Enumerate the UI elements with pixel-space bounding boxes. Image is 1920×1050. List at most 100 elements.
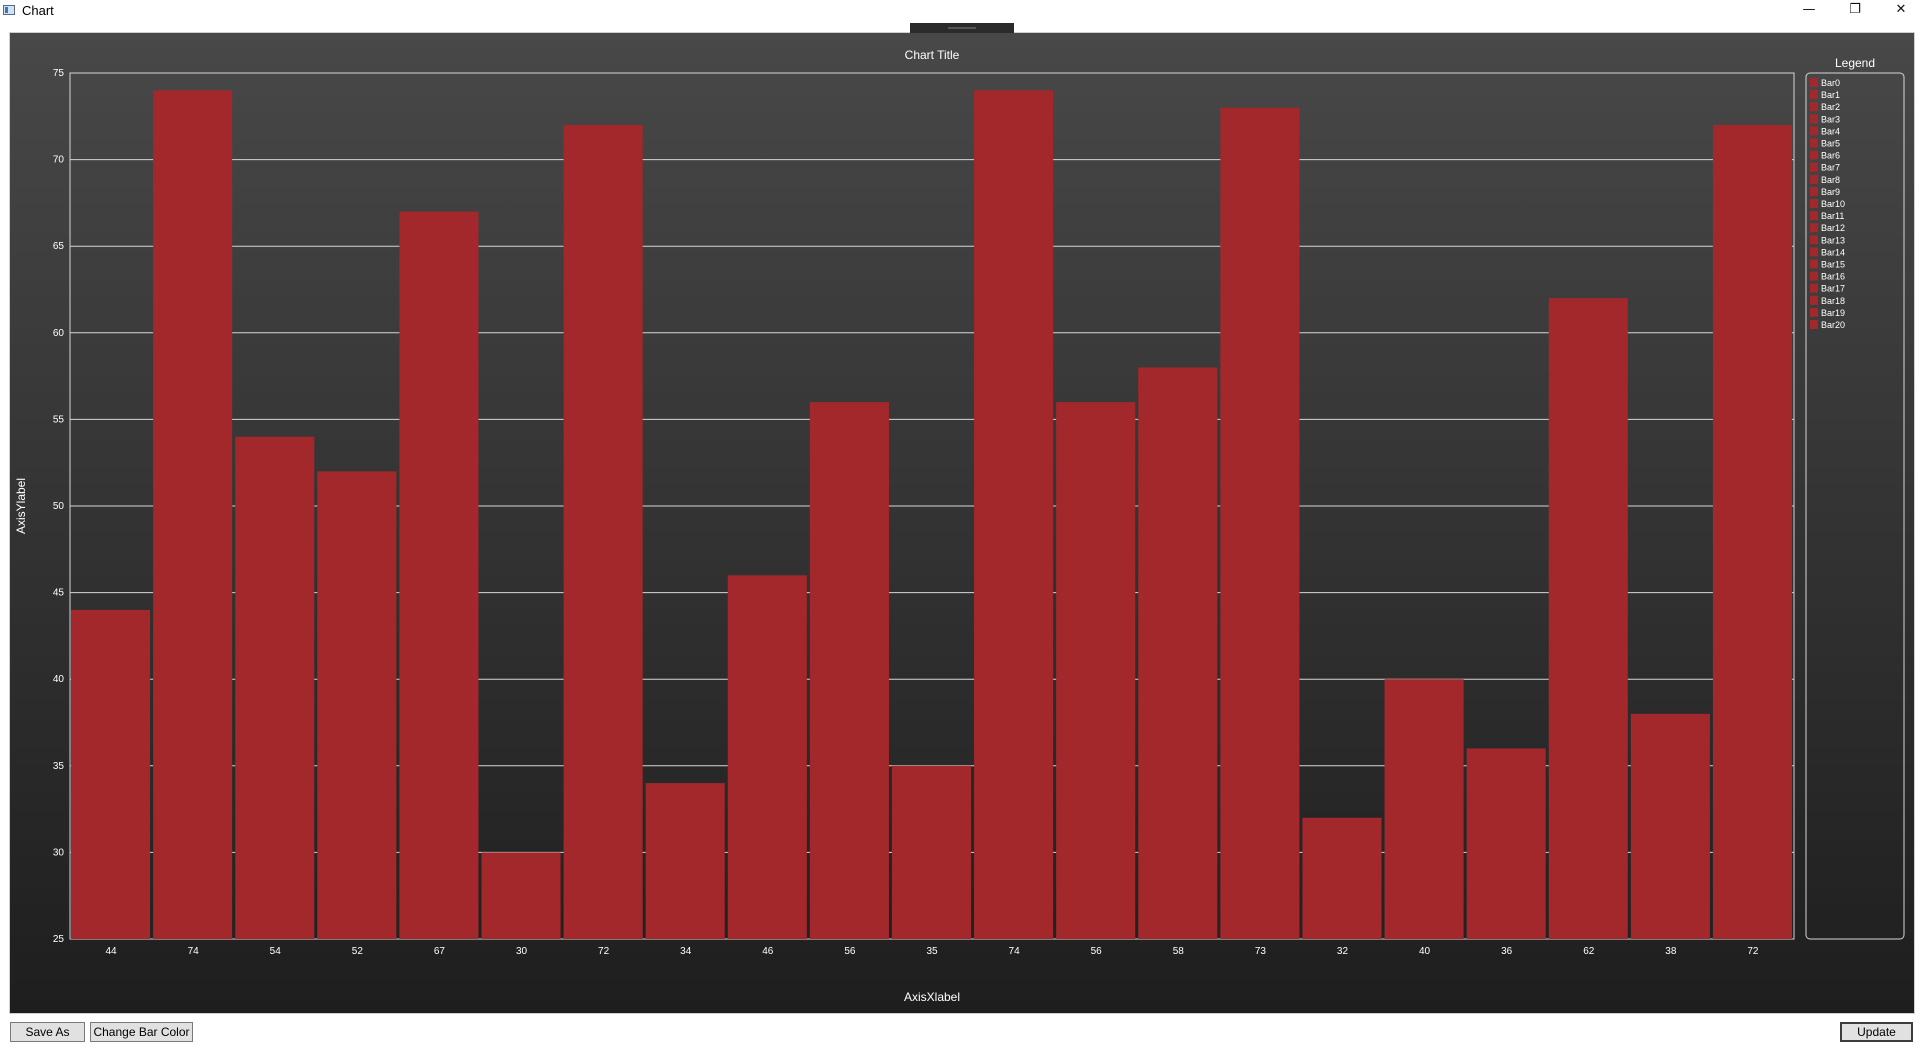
legend-entry: Bar12 xyxy=(1821,223,1845,233)
y-axis-label: AxisYlabel xyxy=(14,478,28,534)
legend-box xyxy=(1805,72,1905,940)
y-tick-label: 50 xyxy=(53,501,65,512)
legend-entry: Bar17 xyxy=(1821,284,1845,294)
legend-swatch xyxy=(1810,247,1818,257)
legend-entry: Bar14 xyxy=(1821,247,1845,257)
x-tick-label: 36 xyxy=(1501,946,1513,957)
legend-swatch xyxy=(1810,90,1818,100)
y-tick-label: 75 xyxy=(53,68,65,79)
legend-swatch xyxy=(1810,174,1818,184)
legend-title: Legend xyxy=(1835,56,1875,70)
bar xyxy=(727,575,807,939)
legend-swatch xyxy=(1810,211,1818,221)
legend-swatch xyxy=(1810,320,1818,329)
legend-swatch xyxy=(1810,199,1818,208)
legend-entry: Bar2 xyxy=(1821,102,1840,112)
y-tick-label: 30 xyxy=(53,847,65,858)
bar xyxy=(153,90,233,939)
legend-swatch xyxy=(1810,223,1818,233)
x-tick-label: 34 xyxy=(680,946,692,957)
bar xyxy=(1384,679,1464,939)
y-tick-label: 45 xyxy=(53,588,65,599)
close-button[interactable]: ✕ xyxy=(1895,2,1907,17)
x-tick-label: 74 xyxy=(1009,946,1021,957)
bar xyxy=(645,783,725,939)
bar xyxy=(1712,124,1792,939)
legend-swatch xyxy=(1810,307,1818,317)
y-tick-label: 65 xyxy=(53,241,65,252)
legend-entry: Bar3 xyxy=(1821,114,1840,124)
bar xyxy=(71,609,151,939)
bar xyxy=(1220,107,1300,939)
legend-swatch xyxy=(1810,186,1818,196)
bar-chart: Chart Title 25 30 35 40 45 50 55 60 65 70 75 44 74 54 5… xyxy=(14,48,1905,1004)
legend-swatch xyxy=(1810,271,1818,281)
legend-entry: Bar1 xyxy=(1821,90,1840,100)
bar xyxy=(1138,367,1218,939)
x-tick-label: 44 xyxy=(105,946,117,957)
legend-entry: Bar20 xyxy=(1821,320,1845,330)
x-tick-label: 38 xyxy=(1665,946,1677,957)
bar xyxy=(1056,402,1136,940)
x-tick-label: 56 xyxy=(844,946,856,957)
legend-swatch xyxy=(1810,150,1818,160)
change-bar-color-button[interactable]: Change Bar Color xyxy=(90,1022,193,1042)
x-tick-label: 32 xyxy=(1337,946,1349,957)
bar xyxy=(1302,817,1382,939)
x-axis-label: AxisXlabel xyxy=(904,990,960,1004)
legend-entry: Bar0 xyxy=(1821,78,1840,88)
legend-entry: Bar4 xyxy=(1821,126,1840,136)
chart-panel: Chart Title 25 30 35 40 45 50 55 60 65 70 75 44 74 54 5… xyxy=(10,33,1914,1013)
x-tick-label: 62 xyxy=(1583,946,1595,957)
y-tick-label: 40 xyxy=(53,674,65,685)
bar xyxy=(317,471,397,939)
legend-entry: Bar9 xyxy=(1821,187,1840,197)
legend-swatch xyxy=(1810,162,1818,172)
bar xyxy=(563,124,643,939)
legend-entry: Bar13 xyxy=(1821,235,1845,245)
legend-swatch xyxy=(1810,259,1818,269)
chart-title: Chart Title xyxy=(905,48,960,62)
legend-swatch xyxy=(1810,102,1818,112)
legend-swatch xyxy=(1810,114,1818,124)
x-tick-label: 30 xyxy=(516,946,528,957)
legend-swatch xyxy=(1810,295,1818,305)
x-tick-label: 73 xyxy=(1255,946,1267,957)
legend-swatch xyxy=(1810,138,1818,148)
legend-entry: Bar18 xyxy=(1821,296,1845,306)
bar xyxy=(809,402,889,940)
bar xyxy=(891,765,972,939)
legend-entry: Bar7 xyxy=(1821,163,1840,173)
y-tick-label: 60 xyxy=(53,328,65,339)
legend-swatch xyxy=(1810,283,1818,293)
x-tick-label: 72 xyxy=(1747,946,1759,957)
legend-entry: Bar11 xyxy=(1821,211,1844,221)
legend-swatch xyxy=(1810,235,1818,245)
bar xyxy=(974,90,1054,939)
panel-grip-handle[interactable] xyxy=(910,23,1014,33)
x-tick-label: 46 xyxy=(762,946,774,957)
maximize-button[interactable]: ❐ xyxy=(1849,2,1861,17)
app-icon xyxy=(3,5,15,15)
legend-entry: Bar19 xyxy=(1821,308,1845,318)
y-tick-label: 55 xyxy=(53,414,65,425)
window-title: Chart xyxy=(22,3,54,18)
y-tick-label: 25 xyxy=(53,934,65,945)
minimize-button[interactable]: — xyxy=(1802,2,1816,17)
x-tick-label: 40 xyxy=(1419,946,1431,957)
x-tick-label: 74 xyxy=(188,946,200,957)
legend-swatch xyxy=(1810,126,1818,136)
legend-entry: Bar6 xyxy=(1821,151,1840,161)
save-as-button[interactable]: Save As xyxy=(10,1022,85,1042)
bar xyxy=(1548,298,1628,939)
legend-entry: Bar5 xyxy=(1821,139,1840,149)
x-tick-label: 52 xyxy=(352,946,364,957)
x-tick-label: 72 xyxy=(598,946,610,957)
x-tick-label: 54 xyxy=(270,946,282,957)
update-button[interactable]: Update xyxy=(1840,1022,1913,1042)
bar xyxy=(235,436,315,939)
title-bar: Chart — ❐ ✕ xyxy=(0,0,1920,22)
legend-swatch xyxy=(1810,78,1818,87)
bar xyxy=(481,852,561,939)
y-tick-label: 70 xyxy=(53,155,65,166)
